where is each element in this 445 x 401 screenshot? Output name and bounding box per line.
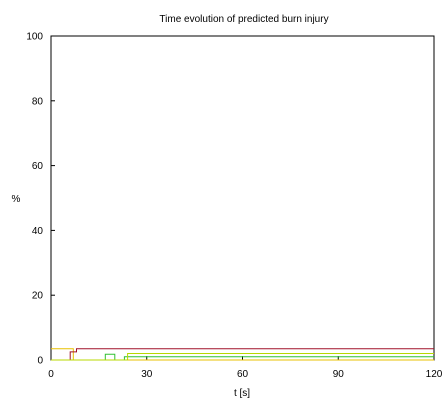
x-tick-label: 30: [141, 369, 153, 380]
x-tick-label: 90: [333, 369, 345, 380]
y-tick-label: 40: [32, 226, 44, 237]
plot-area: 0 20 40 60 80 100 0 30 60 90 120: [26, 32, 442, 381]
y-tick-label: 80: [32, 96, 44, 107]
chart-title: Time evolution of predicted burn injury: [159, 14, 328, 25]
x-tick-label: 120: [426, 369, 443, 380]
y-tick-label: 60: [32, 161, 44, 172]
y-tick-label: 20: [32, 291, 44, 302]
y-tick-label: 100: [26, 32, 43, 43]
plot-frame: [50, 35, 435, 361]
y-tick-label: 0: [37, 356, 43, 367]
series-line-1: [51, 348, 434, 361]
x-tick-label: 60: [237, 369, 249, 380]
x-tick-label: 0: [48, 369, 54, 380]
series-line-4: [51, 353, 434, 361]
x-axis-label: t [s]: [234, 388, 250, 399]
y-axis-label: %: [12, 194, 21, 205]
series-line-3: [51, 353, 434, 361]
